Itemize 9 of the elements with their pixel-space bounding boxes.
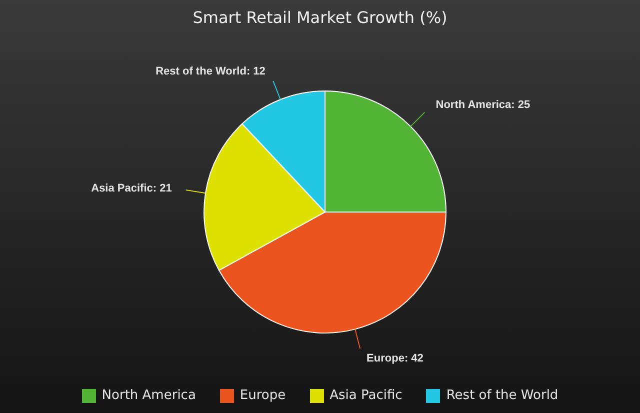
data-label: Europe: 42 — [366, 352, 424, 364]
slice-label: Europe — [240, 388, 286, 403]
data-label: North America: 25 — [436, 99, 530, 112]
data-label: Rest of the World: 12 — [156, 66, 266, 78]
chart-title: Smart Retail Market Growth (%) — [192, 8, 448, 27]
legend-label: Asia Pacific — [330, 388, 402, 403]
data-label: Asia Pacific: 21 — [91, 182, 172, 194]
legend-label: Rest of the World — [446, 388, 558, 403]
legend-label: North America — [102, 388, 196, 403]
